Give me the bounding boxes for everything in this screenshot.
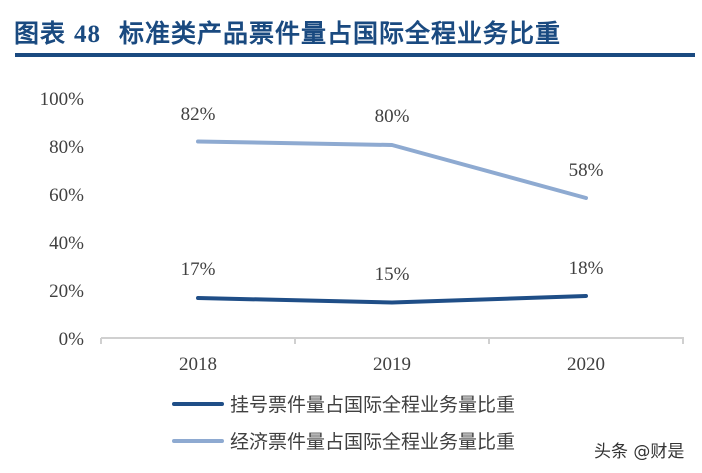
figure-title-text: 标准类产品票件量占国际全程业务比重 bbox=[119, 19, 562, 48]
y-tick-label: 0% bbox=[59, 329, 85, 350]
x-tick-label: 2020 bbox=[567, 354, 605, 375]
title-rule bbox=[15, 53, 695, 57]
series-registered-line bbox=[196, 294, 588, 305]
y-tick-label: 20% bbox=[49, 281, 84, 302]
x-tick-label: 2019 bbox=[373, 354, 411, 375]
y-axis-labels: 0% 20% 40% 60% 80% 100% bbox=[40, 89, 85, 350]
data-label: 80% bbox=[375, 106, 410, 127]
legend-label-registered: 挂号票件量占国际全程业务量比重 bbox=[230, 394, 515, 416]
watermark: 头条 @财是 bbox=[594, 442, 685, 462]
data-label: 15% bbox=[375, 264, 410, 285]
series-economy-line bbox=[196, 139, 588, 200]
data-labels: 82% 80% 58% 17% 15% 18% bbox=[181, 104, 604, 285]
x-axis-labels: 2018 2019 2020 bbox=[179, 354, 605, 375]
x-tick-label: 2018 bbox=[179, 354, 217, 375]
data-label: 17% bbox=[181, 259, 216, 280]
figure-number: 48 bbox=[74, 21, 102, 48]
figure-prefix: 图表 bbox=[14, 19, 67, 48]
y-tick-label: 40% bbox=[49, 233, 84, 254]
legend: 挂号票件量占国际全程业务量比重 经济票件量占国际全程业务量比重 bbox=[172, 394, 515, 453]
y-tick-label: 100% bbox=[40, 89, 85, 110]
data-label: 58% bbox=[569, 160, 604, 181]
x-axis bbox=[100, 337, 684, 344]
data-label: 82% bbox=[181, 104, 216, 125]
figure-title: 图表 48 标准类产品票件量占国际全程业务比重 bbox=[14, 14, 561, 50]
y-tick-label: 80% bbox=[49, 137, 84, 158]
data-label: 18% bbox=[569, 258, 604, 279]
legend-label-economy: 经济票件量占国际全程业务量比重 bbox=[230, 431, 515, 453]
y-tick-label: 60% bbox=[49, 185, 84, 206]
